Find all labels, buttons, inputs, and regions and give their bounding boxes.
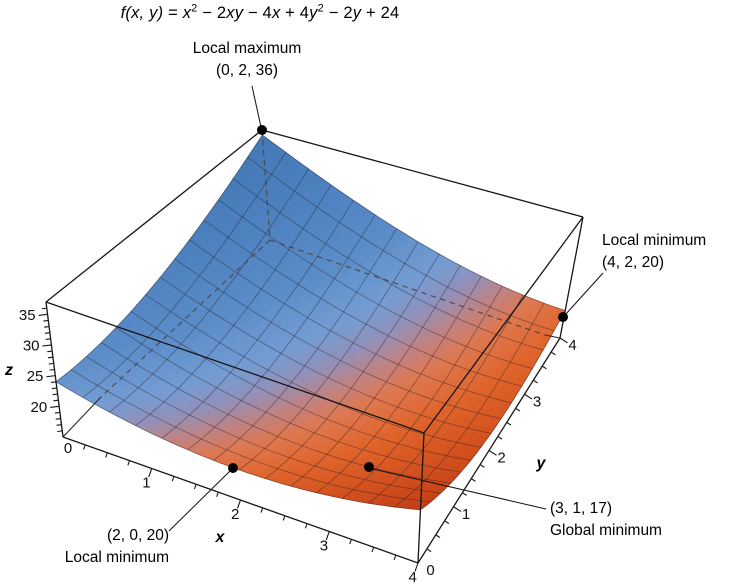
annotation-local-minimum-right: Local minimum (4, 2, 20) [602,230,728,274]
y-axis-title: y [536,455,547,472]
annotation-line: Local maximum [192,40,302,57]
x-tick-label: 3 [320,538,328,555]
annotation-line: Local minimum [64,549,169,566]
annotation-line: Global minimum [550,522,662,539]
title-part: − 4 [243,4,272,22]
title-part: xy [226,4,244,22]
y-axis: 0 1 2 3 4 y [426,337,576,579]
x-tick-label: 2 [231,506,239,523]
y-tick-label: 3 [533,393,541,410]
critical-point-dot [558,312,568,322]
y-tick-label: 1 [462,506,470,523]
z-axis: 20 25 30 35 z [4,307,63,433]
title-part: = [163,4,183,22]
x-axis: 0 1 2 3 4 x [64,440,419,586]
plot-title: f(x, y) = x2 − 2xy − 4x + 4y2 − 2y + 24 [30,2,490,23]
z-tick-label: 30 [23,337,40,354]
y-tick-label: 2 [497,450,505,467]
title-part: y [352,4,362,22]
annotation-local-maximum: Local maximum (0, 2, 36) [167,38,327,82]
critical-points [168,85,604,532]
leader-line [168,469,232,532]
x-tick-label: 4 [409,569,417,586]
title-part: 2 [191,2,198,15]
critical-point-dot [228,463,238,473]
z-tick-label: 25 [27,368,44,385]
title-part: x [271,4,281,22]
annotation-line: (4, 2, 20) [602,254,665,271]
annotation-line: Local minimum [602,232,707,249]
x-tick-label: 0 [64,440,72,457]
critical-point-dot [257,125,267,135]
y-tick-label: 4 [568,337,576,354]
title-part: + 24 [361,4,400,22]
z-tick-label: 20 [31,399,48,416]
box-edges [45,129,584,564]
annotation-line: (0, 2, 36) [215,62,279,79]
title-part: − 2 [197,4,227,22]
critical-point-dot [364,462,374,472]
leader-line [372,468,547,510]
surface-grid-lines [55,134,566,511]
leader-line [564,272,604,316]
title-part: f(x, y) [120,4,164,22]
z-tick-label: 35 [19,307,36,324]
z-axis-title: z [4,362,13,379]
leader-line [251,85,262,128]
hidden-box-edges [62,129,561,438]
x-tick-label: 1 [142,475,150,492]
title-part: − 2 [323,4,353,22]
y-tick-label: 0 [426,562,434,579]
title-part: 2 [317,2,324,15]
x-axis-title: x [215,529,226,546]
title-part: x [182,4,192,22]
annotation-local-minimum-front: (2, 0, 20) Local minimum [28,525,169,569]
annotation-line: (3, 1, 17) [550,500,613,517]
annotation-line: (2, 0, 20) [106,527,169,544]
annotation-global-minimum: (3, 1, 17) Global minimum [550,498,720,542]
title-part: y [309,4,318,22]
title-part: + 4 [280,4,310,22]
